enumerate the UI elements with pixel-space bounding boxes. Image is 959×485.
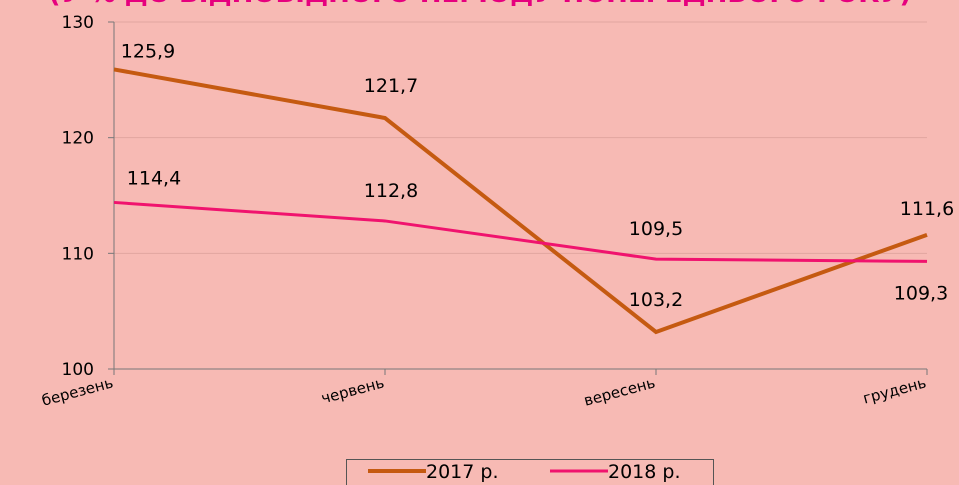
data-label: 121,7 [364, 75, 418, 97]
data-label: 111,6 [900, 198, 954, 220]
x-tick-label: грудень [861, 373, 928, 407]
chart-title: (У % ДО ВІДПОВІДНОГО ПЕРІОДУ ПОПЕРЕДНЬОГ… [49, 0, 912, 9]
x-tick-label: вересень [582, 373, 657, 409]
legend-label: 2018 р. [608, 461, 681, 483]
data-label: 114,4 [127, 167, 181, 189]
data-label: 112,8 [364, 180, 418, 202]
y-tick-label: 110 [62, 244, 94, 264]
data-label: 125,9 [121, 40, 175, 62]
data-label: 109,5 [629, 218, 683, 240]
y-tick-label: 130 [62, 13, 94, 33]
x-tick-label: червень [319, 373, 386, 407]
line-0 [113, 67, 928, 335]
data-label: 103,2 [629, 289, 683, 311]
legend-label: 2017 р. [426, 461, 499, 483]
y-tick-label: 120 [62, 129, 94, 149]
data-label: 109,3 [894, 282, 948, 304]
line-1 [113, 200, 928, 263]
y-tick-label: 100 [62, 360, 94, 380]
